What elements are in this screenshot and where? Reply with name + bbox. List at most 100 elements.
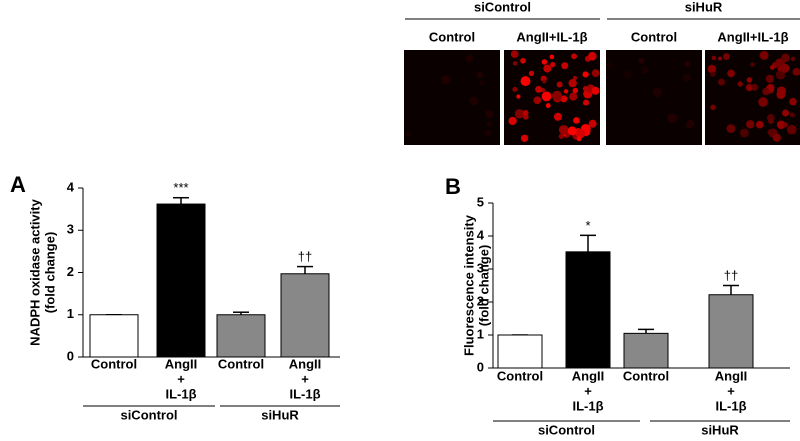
- cell: [440, 74, 451, 85]
- cell: [792, 67, 800, 76]
- cell: [780, 63, 790, 73]
- cell: [746, 77, 753, 83]
- group-label: siHuR: [261, 407, 299, 422]
- cell: [571, 53, 577, 60]
- cell: [718, 56, 723, 61]
- y-tick-label: 1: [67, 306, 74, 321]
- cell: [684, 61, 691, 68]
- column-label: Control: [631, 29, 677, 44]
- cell: [745, 120, 755, 129]
- cell: [588, 119, 597, 128]
- x-tick-label: +: [177, 371, 185, 386]
- x-tick-label: +: [727, 383, 735, 398]
- y-tick-label: 3: [67, 222, 74, 237]
- cell: [726, 124, 736, 134]
- cell: [485, 109, 494, 118]
- cell: [479, 80, 485, 86]
- cell: [786, 124, 797, 135]
- image-panel: siControl siHuR Control AngII+IL-1β Control A…: [404, 0, 800, 145]
- cell: [528, 70, 535, 77]
- cell: [582, 85, 589, 92]
- significance: ††: [724, 268, 738, 283]
- panel-label: A: [10, 172, 26, 197]
- cell: [588, 51, 597, 61]
- cell: [553, 112, 562, 121]
- x-tick-label: IL-1β: [572, 398, 603, 413]
- cell: [535, 85, 543, 93]
- cell: [541, 91, 552, 102]
- group-label: siHuR: [685, 0, 723, 14]
- cell: [485, 129, 492, 137]
- x-tick-label: AngII: [572, 368, 605, 383]
- cell: [465, 54, 474, 63]
- cell: [576, 136, 582, 142]
- cell: [776, 90, 786, 100]
- cell: [652, 87, 662, 98]
- cell: [606, 62, 614, 69]
- bar: [89, 314, 139, 358]
- y-tick-label: 4: [477, 227, 485, 242]
- group-label: siControl: [474, 0, 531, 14]
- bar: [156, 203, 206, 358]
- cell: [541, 59, 548, 65]
- cell: [750, 62, 755, 67]
- cell: [711, 55, 717, 61]
- y-tick-label: 2: [477, 293, 484, 308]
- y-axis-label: Fluorescence intensity: [461, 214, 476, 356]
- cell: [550, 61, 556, 68]
- y-tick-label: 5: [477, 194, 484, 209]
- cell: [765, 74, 774, 83]
- cell: [512, 61, 518, 66]
- cell: [568, 78, 577, 88]
- y-tick-label: 0: [477, 359, 484, 374]
- cell: [516, 94, 521, 99]
- x-tick-label: +: [301, 371, 309, 386]
- y-axis-label: NADPH oxidase activity: [27, 198, 42, 345]
- cell: [572, 75, 578, 80]
- bar: [565, 251, 611, 369]
- cell: [508, 116, 517, 126]
- cell: [522, 114, 529, 120]
- significance: *: [585, 218, 590, 233]
- cell: [782, 109, 790, 117]
- cell: [476, 71, 483, 79]
- cell: [759, 50, 769, 60]
- cell: [545, 103, 551, 108]
- y-tick-label: 3: [477, 260, 484, 275]
- x-tick-label: IL-1β: [289, 386, 320, 401]
- cell: [575, 128, 586, 139]
- group-label: siControl: [538, 422, 595, 436]
- cell: [775, 70, 786, 80]
- cell: [772, 133, 781, 142]
- cell: [745, 83, 754, 92]
- cell: [560, 95, 568, 103]
- column-label: AngII+IL-1β: [717, 29, 788, 44]
- bar: [280, 273, 330, 358]
- cell: [710, 71, 716, 77]
- cell: [549, 54, 555, 60]
- cell: [723, 53, 730, 61]
- cell: [556, 81, 563, 88]
- x-tick-label: AngII: [289, 356, 322, 371]
- cell: [781, 53, 790, 63]
- y-axis-label: (fold change): [476, 245, 491, 327]
- column-label: AngII+IL-1β: [516, 29, 587, 44]
- significance: ***: [173, 180, 188, 195]
- x-tick-label: Control: [91, 356, 137, 371]
- cell: [682, 73, 691, 82]
- significance: ††: [298, 249, 312, 264]
- y-tick-label: 0: [67, 348, 74, 363]
- cell: [520, 57, 526, 64]
- cell: [751, 83, 759, 91]
- cell: [740, 128, 749, 138]
- cell: [737, 81, 743, 87]
- cell: [789, 97, 797, 106]
- x-tick-label: IL-1β: [165, 386, 196, 401]
- cell: [790, 56, 796, 62]
- cell: [486, 121, 492, 127]
- bar: [708, 294, 754, 369]
- y-tick-label: 4: [67, 179, 75, 194]
- cell: [710, 104, 716, 111]
- cell: [582, 71, 589, 78]
